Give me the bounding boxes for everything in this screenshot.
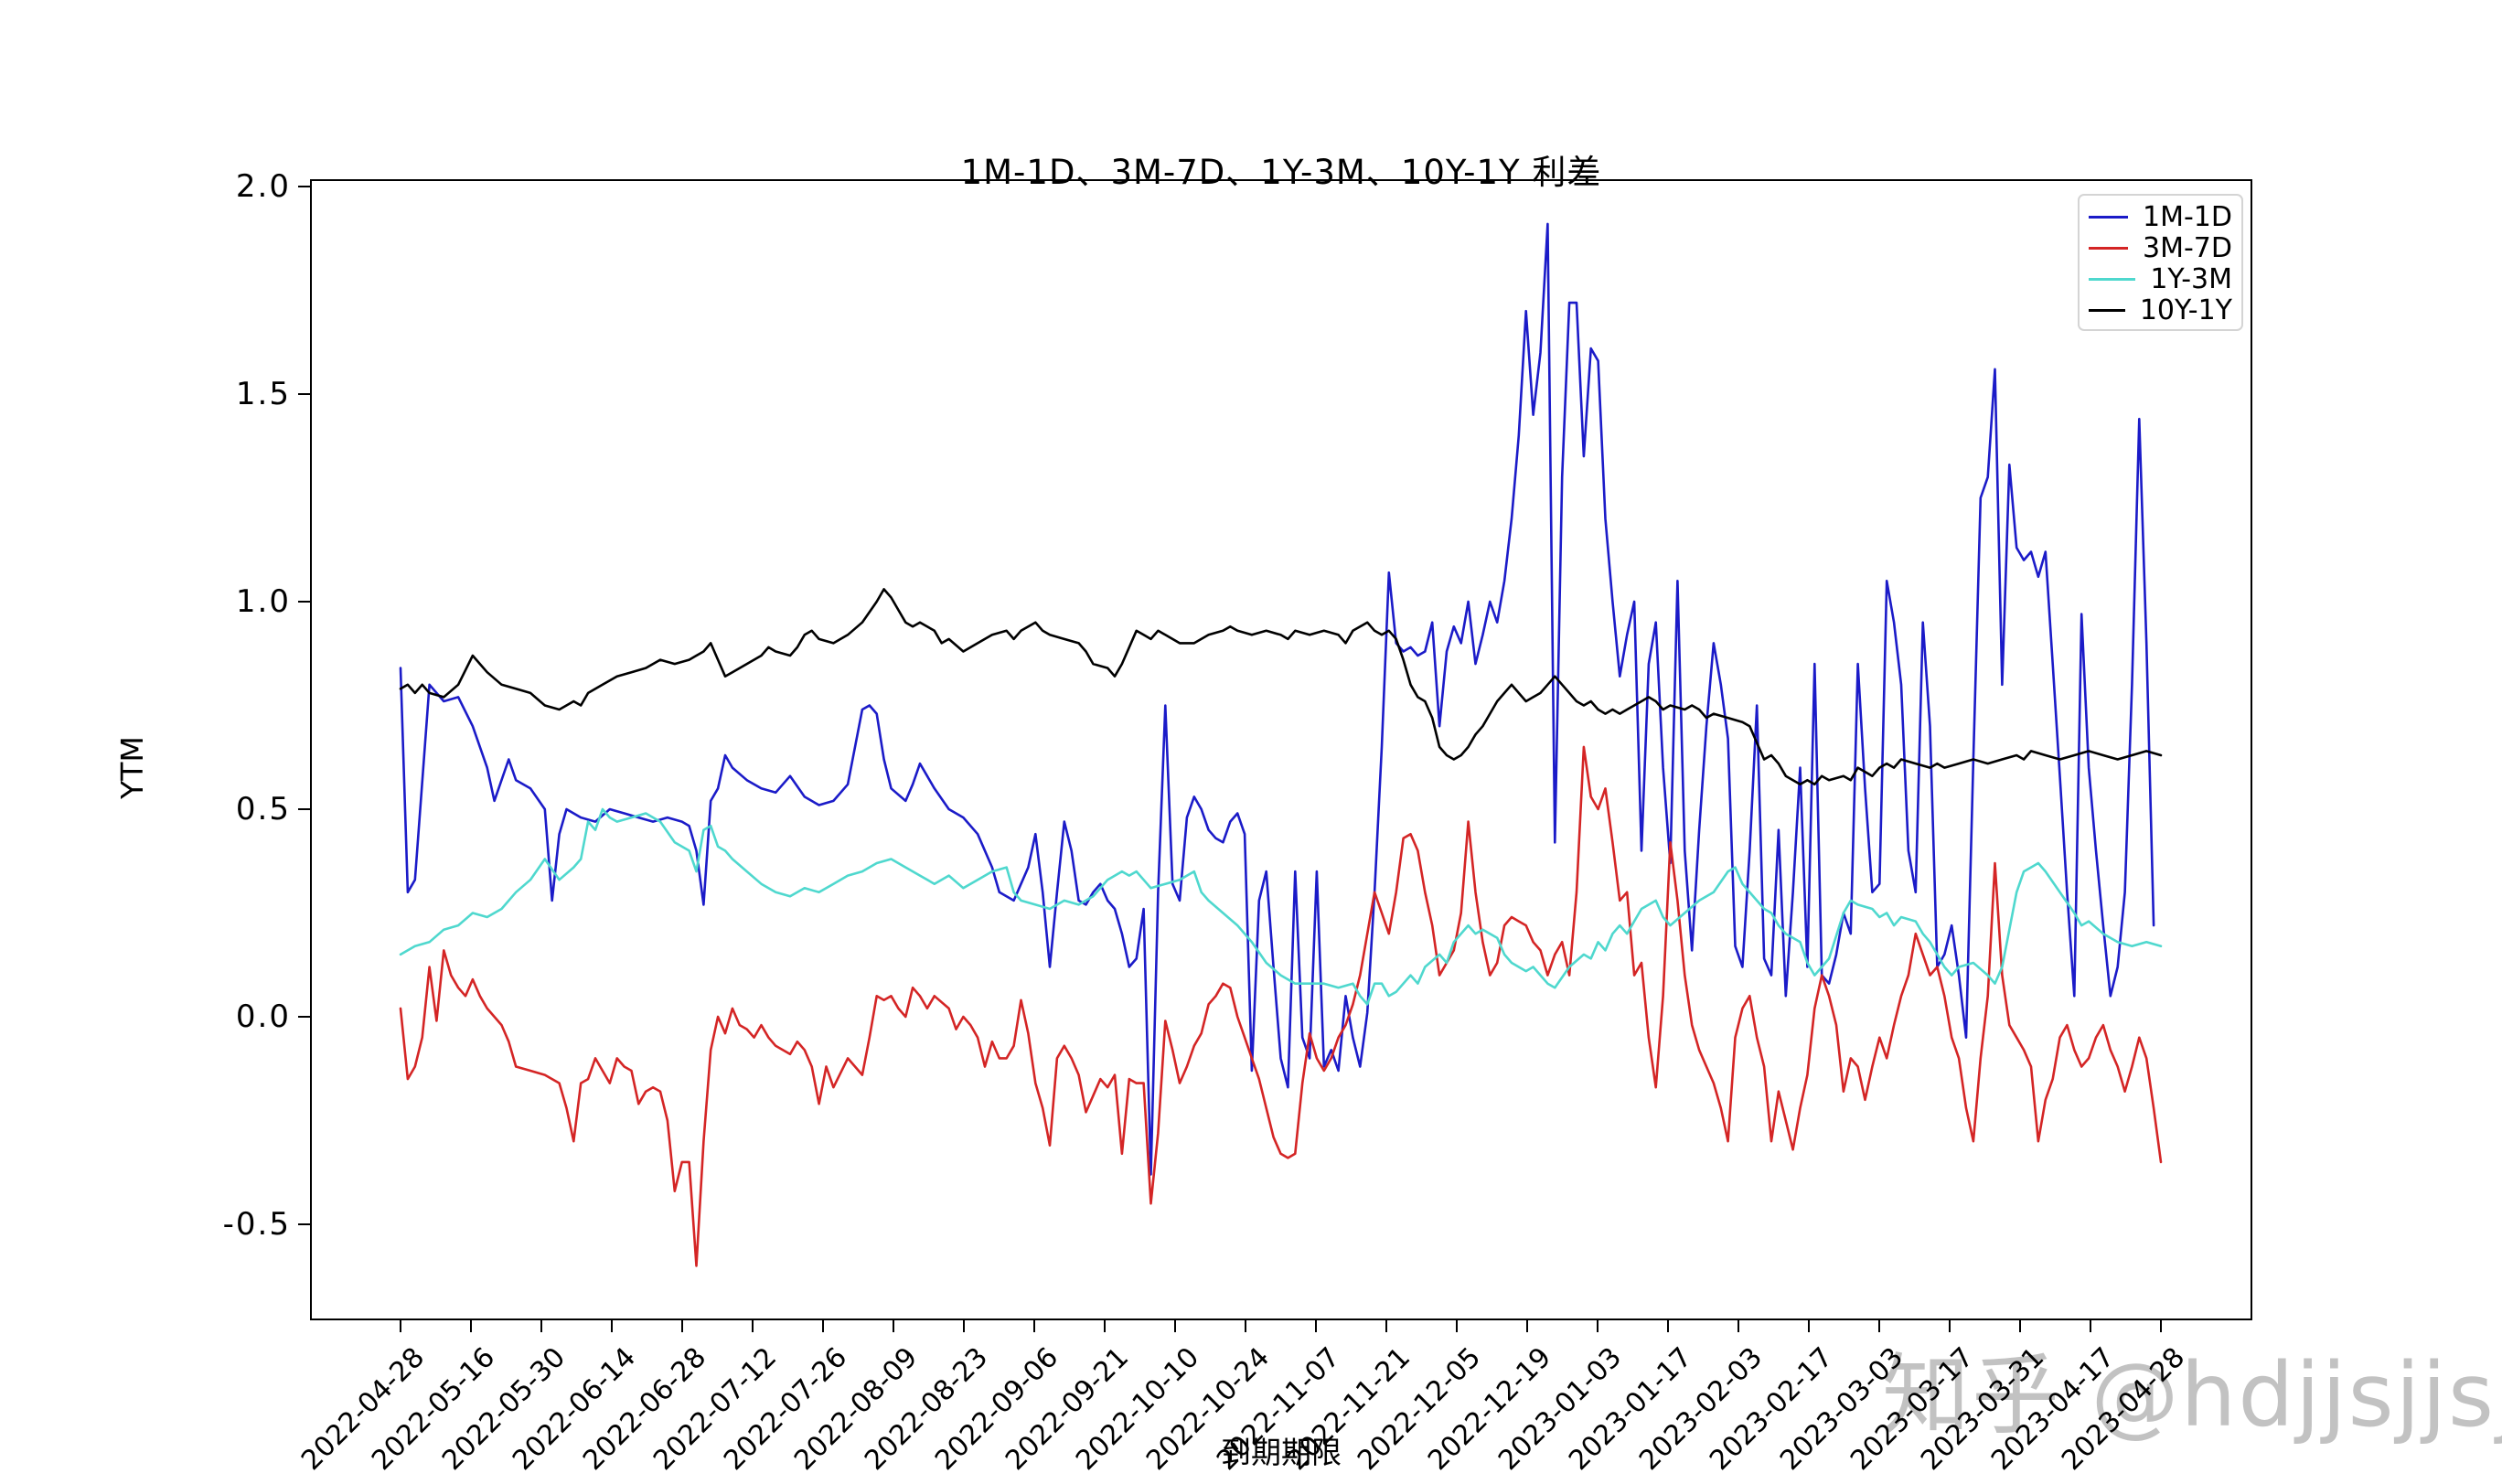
legend-item-1m-1d: 1M-1D [2089, 200, 2232, 233]
legend-label: 10Y-1Y [2139, 294, 2232, 326]
legend-item-3m-7d: 3M-7D [2089, 231, 2232, 264]
legend: 1M-1D 3M-7D 1Y-3M 10Y-1Y [2078, 194, 2243, 331]
legend-swatch-1y-3m [2089, 277, 2136, 281]
chart-title: 1M-1D、3M-7D、1Y-3M、10Y-1Y 利差 [960, 153, 1602, 192]
legend-item-10y-1y: 10Y-1Y [2089, 294, 2232, 326]
legend-swatch-1m-1d [2089, 215, 2129, 219]
y-tick-label: 0.0 [235, 998, 291, 1035]
watermark: 知乎 @hdjjsjjsjs [1882, 1344, 2502, 1447]
plot-border [310, 179, 2252, 1320]
legend-swatch-3m-7d [2089, 246, 2129, 250]
legend-label: 1Y-3M [2150, 262, 2232, 295]
y-tick-label: 1.0 [235, 583, 291, 620]
legend-swatch-10y-1y [2089, 308, 2125, 312]
legend-label: 3M-7D [2143, 231, 2232, 264]
y-tick-label: 0.5 [235, 791, 291, 827]
series-line-1y-3m [399, 807, 2163, 1006]
y-tick-label: 2.0 [235, 168, 291, 205]
y-tick-label: 1.5 [235, 376, 291, 412]
legend-item-1y-3m: 1Y-3M [2089, 262, 2232, 295]
series-line-3m-7d [399, 745, 2163, 1267]
legend-label: 1M-1D [2143, 200, 2232, 233]
y-tick-label: -0.5 [222, 1206, 291, 1243]
x-axis-label: 到期期限 [1221, 1435, 1342, 1470]
y-axis-label: YTM [113, 736, 150, 799]
series-line-1m-1d [399, 222, 2155, 1176]
series-line-10y-1y [399, 588, 2163, 786]
